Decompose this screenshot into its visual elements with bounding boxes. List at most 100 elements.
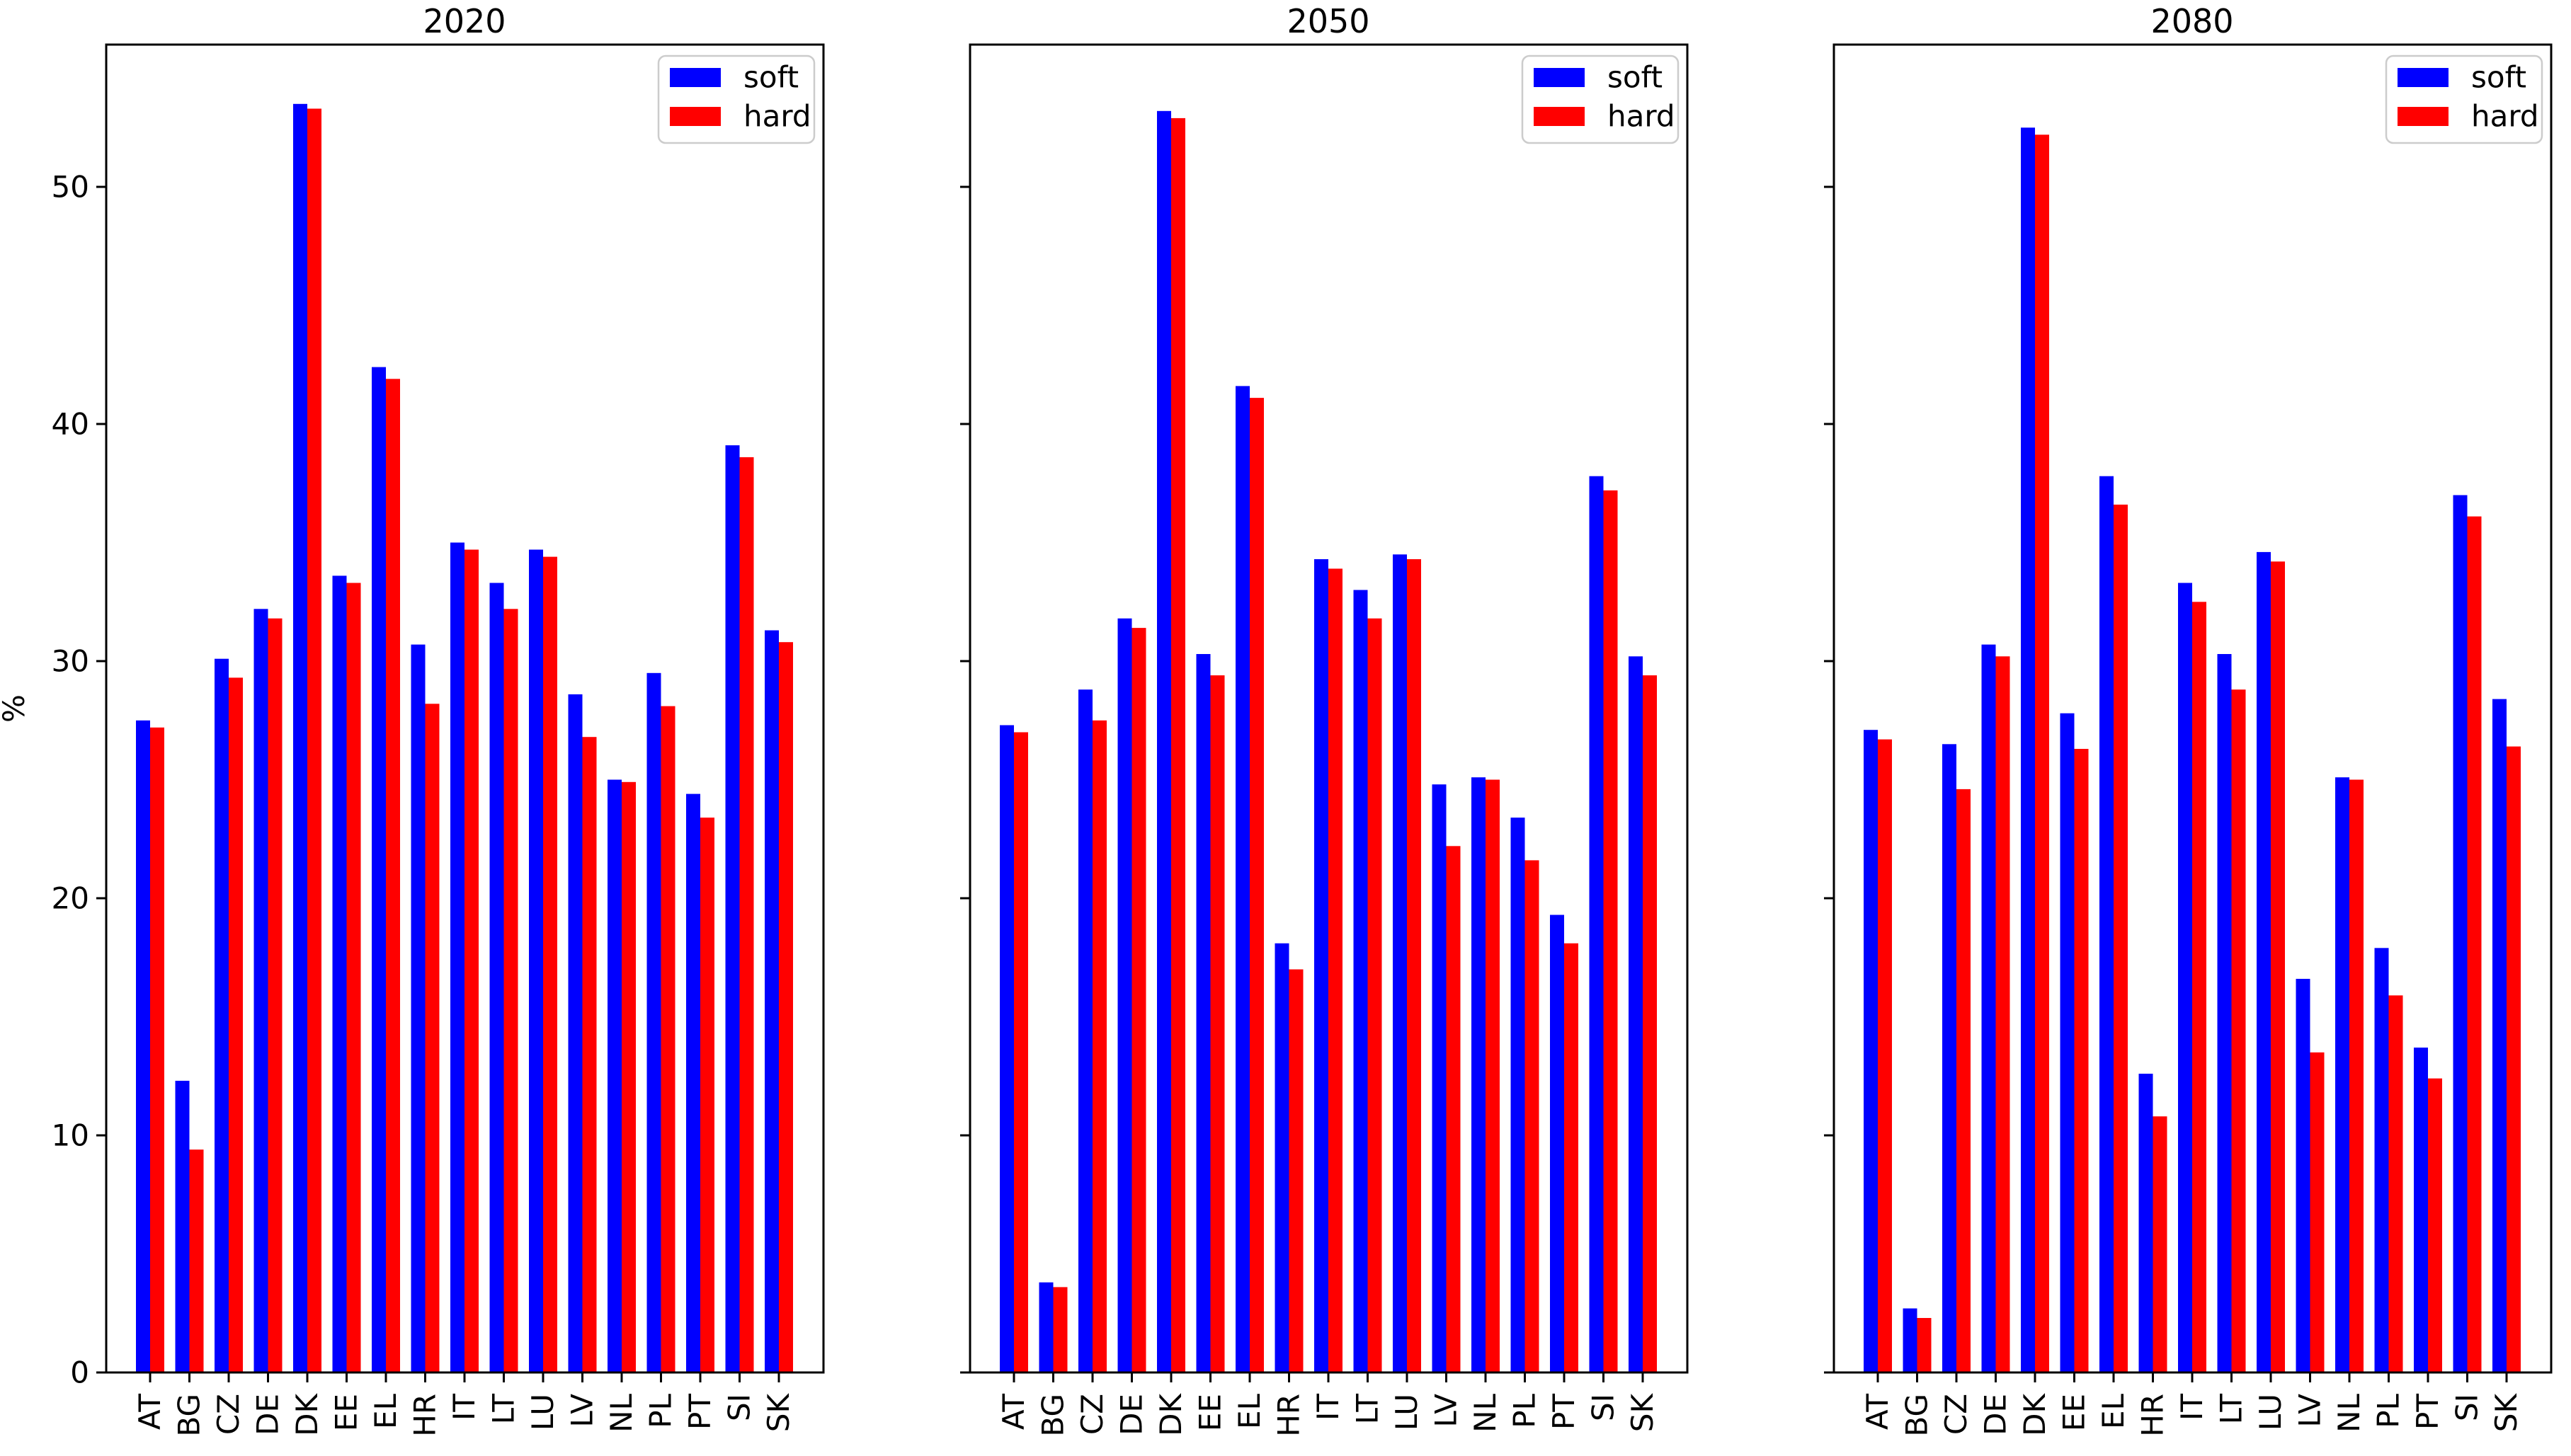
bar-hard-EL <box>1250 398 1264 1372</box>
bar-hard-DE <box>1131 628 1146 1372</box>
bar-soft-LV <box>568 694 583 1372</box>
bar-hard-PT <box>1564 943 1578 1372</box>
bar-hard-IT <box>1328 568 1342 1372</box>
bar-soft-LU <box>1393 554 1407 1373</box>
x-tick-label-CZ: CZ <box>1075 1394 1110 1435</box>
x-tick-label-LU: LU <box>2253 1394 2288 1431</box>
bar-hard-SK <box>779 642 793 1373</box>
bar-soft-PT <box>1550 915 1564 1372</box>
bar-hard-LV <box>1446 846 1461 1372</box>
y-tick-label: 20 <box>52 881 89 916</box>
bar-hard-HR <box>1289 969 1304 1372</box>
legend-label-hard: hard <box>2471 99 2539 134</box>
subplot-title-2080: 2080 <box>2150 2 2233 40</box>
x-tick-label-EL: EL <box>1232 1393 1267 1429</box>
bar-hard-IT <box>464 549 479 1372</box>
bar-soft-DE <box>253 609 268 1372</box>
bar-hard-SI <box>739 457 754 1372</box>
legend-label-hard: hard <box>743 99 811 134</box>
y-tick-label: 50 <box>52 170 89 205</box>
legend: soft hard <box>2385 55 2543 144</box>
x-tick-label-EL: EL <box>368 1393 403 1429</box>
y-tick-label: 10 <box>52 1118 89 1153</box>
bar-hard-PL <box>661 706 675 1372</box>
bar-hard-DK <box>1171 117 1185 1372</box>
bar-soft-PT <box>2414 1048 2428 1372</box>
legend-swatch-soft <box>670 68 721 87</box>
legend-swatch-soft <box>1534 68 1585 87</box>
bar-hard-CZ <box>1093 720 1107 1373</box>
bar-hard-SI <box>1603 490 1618 1372</box>
bar-soft-NL <box>1471 777 1486 1372</box>
bar-hard-SI <box>2467 516 2482 1372</box>
x-tick-label-SI: SI <box>1585 1394 1620 1421</box>
legend-swatch-hard <box>2398 107 2449 126</box>
bar-hard-EE <box>1210 675 1225 1372</box>
bar-soft-HR <box>1275 943 1289 1372</box>
x-tick-label-CZ: CZ <box>1939 1394 1973 1435</box>
bar-hard-LU <box>1407 559 1421 1372</box>
bar-soft-AT <box>1864 730 1878 1372</box>
bar-hard-PL <box>2388 995 2403 1372</box>
bar-soft-HR <box>2138 1073 2153 1372</box>
bar-soft-PL <box>1510 818 1525 1372</box>
x-tick-label-LV: LV <box>564 1394 599 1428</box>
x-tick-label-LT: LT <box>486 1394 520 1425</box>
bar-hard-PT <box>2428 1078 2442 1372</box>
x-tick-label-BG: BG <box>1899 1394 1934 1437</box>
bar-hard-AT <box>1014 732 1028 1372</box>
bar-soft-SK <box>1629 656 1643 1372</box>
bar-soft-NL <box>2335 777 2349 1372</box>
bar-soft-PL <box>646 672 661 1373</box>
subplot-title-2050: 2050 <box>1287 2 1369 40</box>
x-tick-label-PT: PT <box>1546 1394 1581 1430</box>
bar-hard-LV <box>582 737 597 1372</box>
x-tick-label-EE: EE <box>2056 1394 2091 1431</box>
x-tick-label-HR: HR <box>1271 1394 1306 1437</box>
x-tick-label-EE: EE <box>1192 1394 1227 1431</box>
legend-label-soft: soft <box>2471 60 2526 95</box>
bar-soft-IT <box>1314 559 1328 1372</box>
x-tick-label-PL: PL <box>2371 1393 2405 1428</box>
legend-label-soft: soft <box>743 60 799 95</box>
bar-hard-PT <box>700 818 714 1372</box>
subplot-title-2020: 2020 <box>423 2 506 40</box>
legend-swatch-soft <box>2398 68 2449 87</box>
x-tick-label-EE: EE <box>329 1394 363 1431</box>
bar-hard-DE <box>1995 656 2010 1372</box>
bar-hard-EL <box>386 379 400 1372</box>
bar-hard-DE <box>268 618 283 1373</box>
bar-soft-NL <box>608 779 622 1372</box>
bar-soft-EE <box>332 575 347 1372</box>
bar-hard-NL <box>1486 779 1500 1372</box>
bar-hard-HR <box>425 704 440 1372</box>
bar-hard-EE <box>346 583 361 1372</box>
bar-hard-EE <box>2074 749 2089 1372</box>
x-tick-label-LT: LT <box>2213 1394 2248 1425</box>
bar-hard-IT <box>2192 602 2206 1373</box>
bar-soft-SI <box>2453 495 2468 1372</box>
y-tick-label: 40 <box>52 407 89 442</box>
bar-hard-CZ <box>1956 789 1971 1372</box>
bar-soft-LU <box>2257 551 2271 1372</box>
bar-hard-EL <box>2114 504 2128 1372</box>
bar-hard-NL <box>2349 779 2364 1372</box>
bar-soft-HR <box>411 644 426 1372</box>
x-tick-label-CZ: CZ <box>211 1394 246 1435</box>
bar-hard-AT <box>1878 739 1892 1372</box>
bar-soft-AT <box>136 720 150 1373</box>
bar-hard-LT <box>2231 689 2246 1372</box>
bar-hard-NL <box>622 781 636 1372</box>
bar-hard-PL <box>1524 860 1539 1372</box>
bar-soft-CZ <box>215 658 229 1372</box>
bar-soft-CZ <box>1942 744 1956 1373</box>
bar-soft-LT <box>489 583 504 1372</box>
bar-hard-LU <box>2271 561 2285 1372</box>
bar-soft-SI <box>725 445 740 1372</box>
bar-soft-PT <box>686 793 700 1372</box>
x-tick-label-LV: LV <box>2292 1394 2327 1428</box>
bar-hard-LV <box>2310 1052 2325 1373</box>
bar-soft-BG <box>1903 1308 1917 1372</box>
x-tick-label-DK: DK <box>1153 1393 1188 1436</box>
